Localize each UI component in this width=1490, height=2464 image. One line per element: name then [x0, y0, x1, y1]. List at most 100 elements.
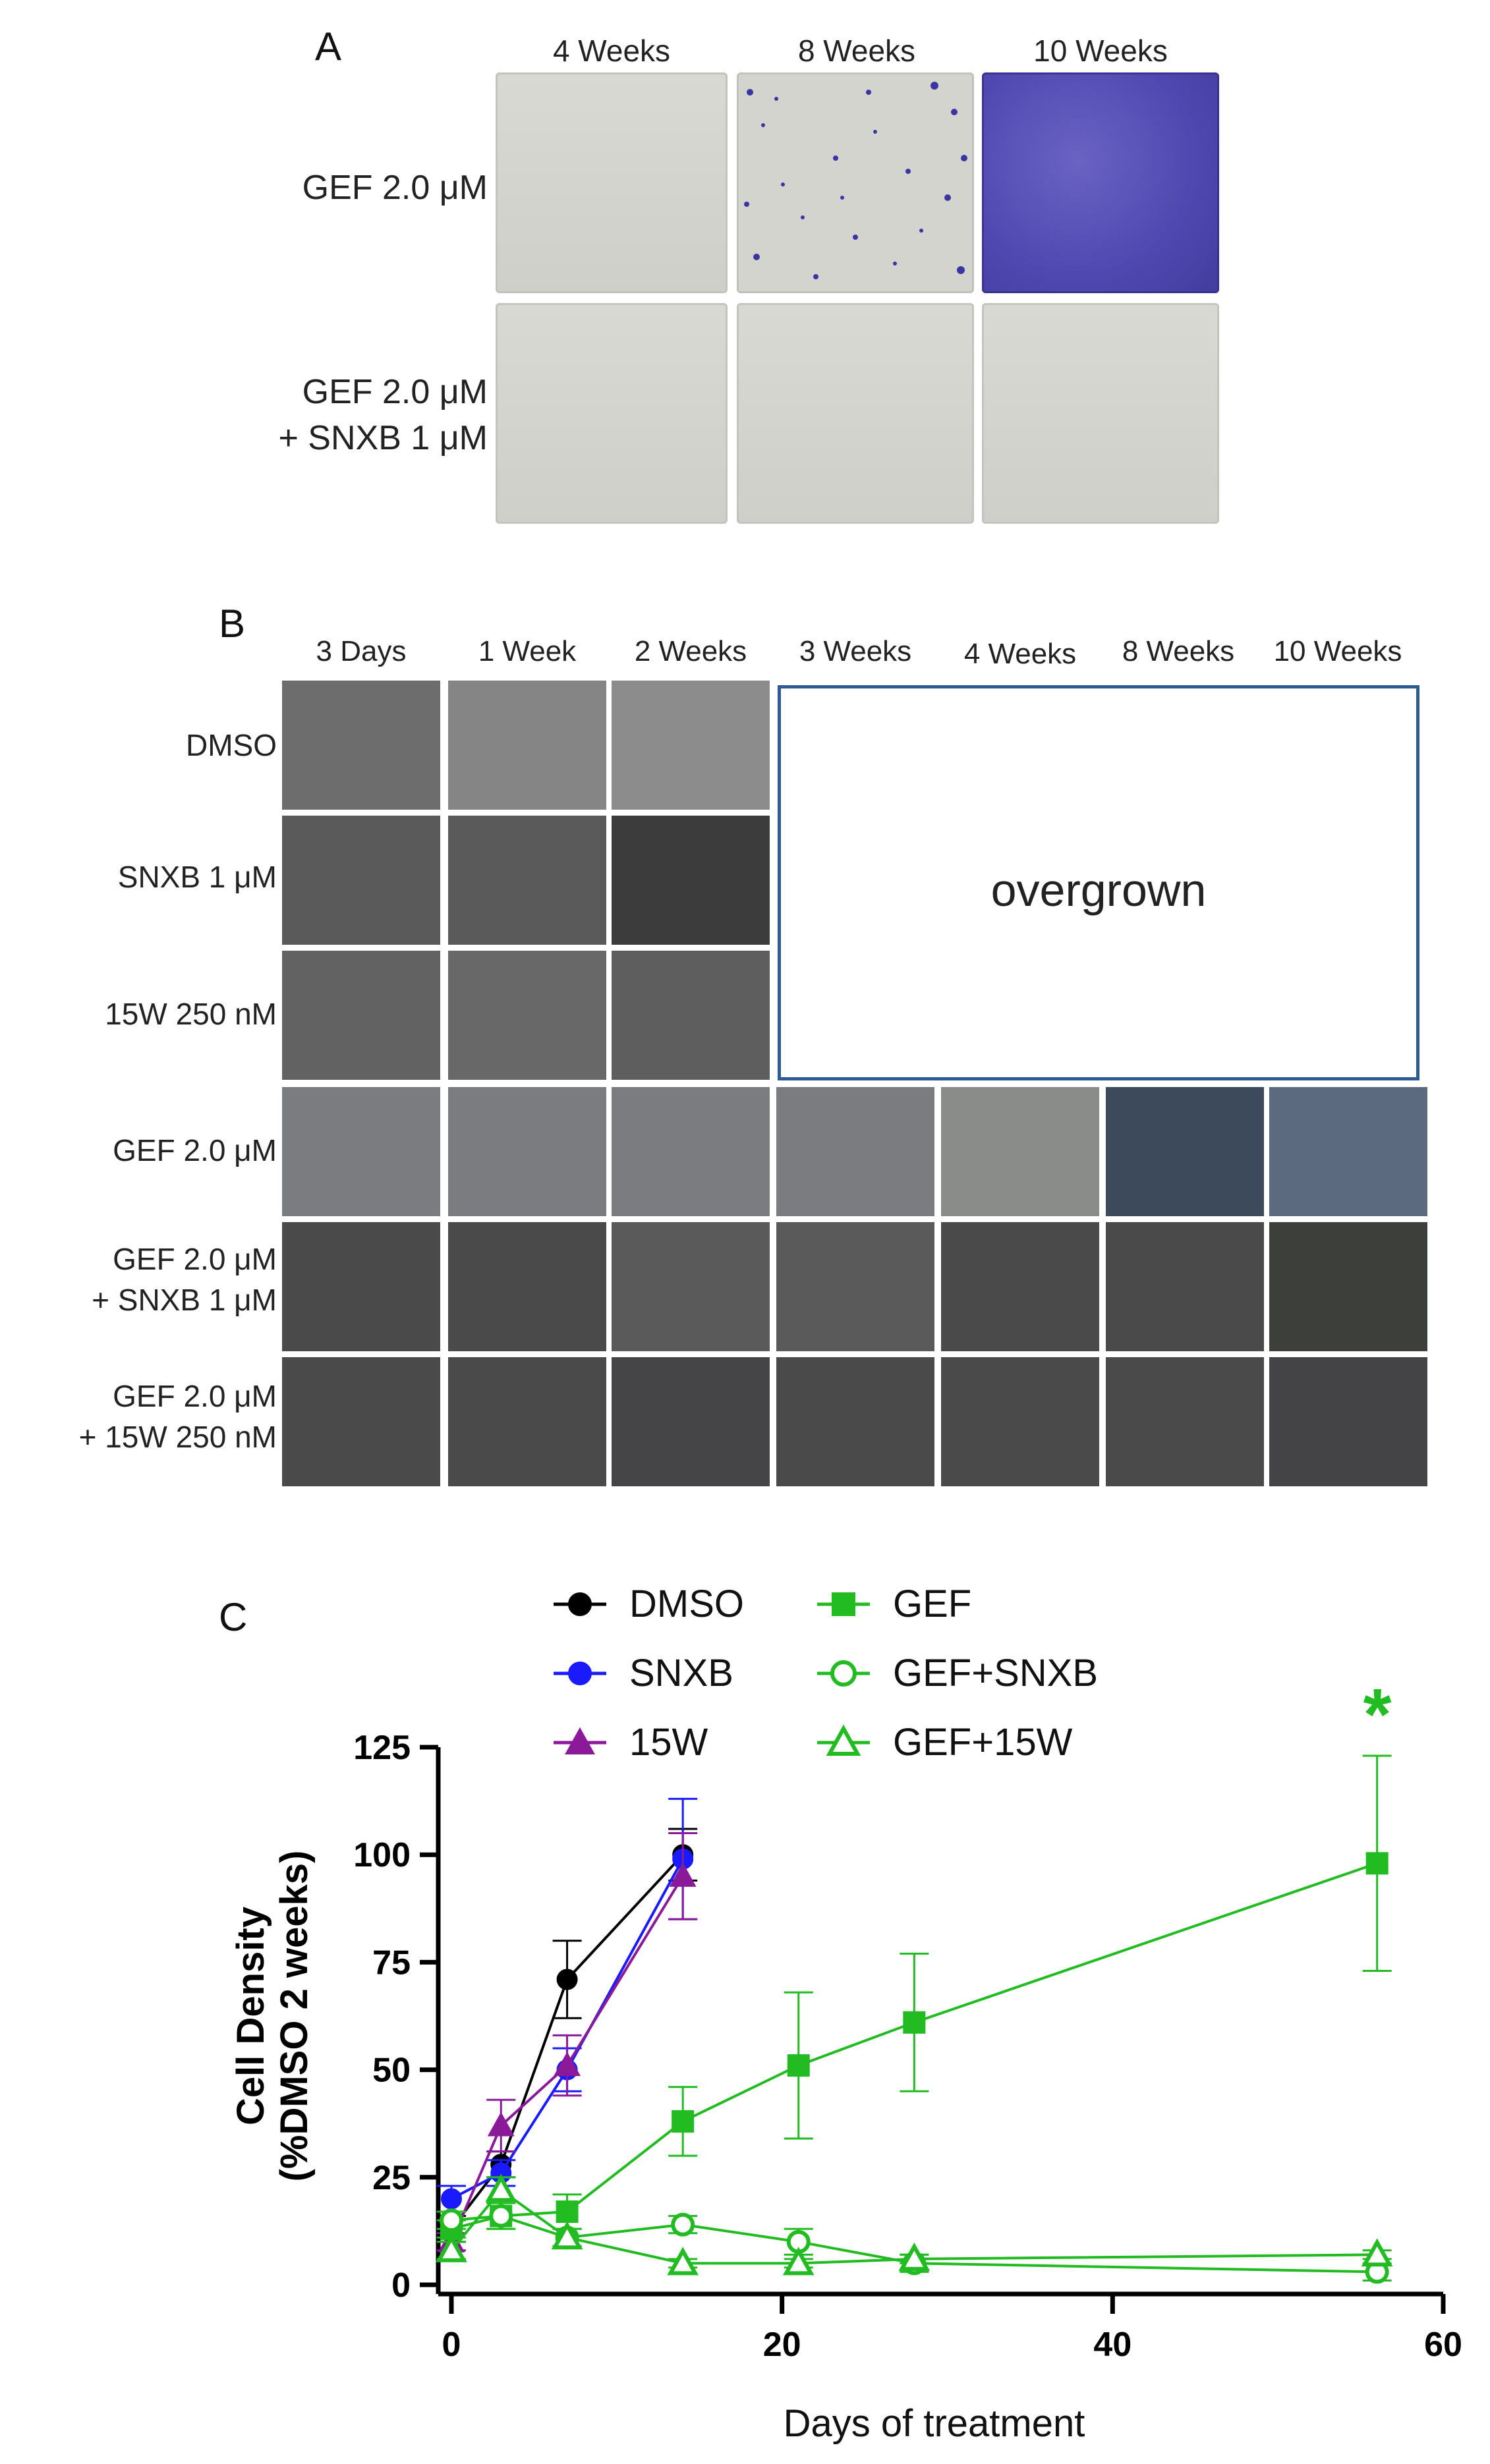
micrograph — [941, 1222, 1099, 1351]
panel-b-letter: B — [219, 602, 246, 646]
y-axis-label-line: Cell Density — [229, 1907, 272, 2125]
series-gef — [437, 1754, 1392, 2241]
data-point — [1361, 2238, 1393, 2267]
legend-marker — [568, 1662, 592, 1685]
legend-item: SNXB — [554, 1652, 733, 1694]
micrograph — [612, 816, 770, 945]
micrograph — [941, 1087, 1099, 1216]
panel-b-row-gef: GEF 2.0 μM — [40, 1130, 277, 1171]
y-axis-label-line: (%DMSO 2 weeks) — [273, 1851, 316, 2182]
data-point — [556, 1969, 578, 1990]
series-line — [450, 1853, 684, 2230]
chart-plot — [436, 1754, 1393, 2284]
legend-marker — [565, 1727, 595, 1754]
x-tick-label: 20 — [763, 2326, 801, 2364]
row-label-line: GEF 2.0 μM — [113, 1242, 277, 1276]
row-label-line: GEF 2.0 μM — [302, 169, 488, 207]
data-point — [441, 2188, 462, 2210]
x-tick-label: 60 — [1424, 2326, 1462, 2364]
panel-b-col-1week: 1 Week — [478, 635, 577, 667]
micrograph — [448, 1357, 606, 1486]
y-tick-label: 25 — [372, 2159, 411, 2197]
micrograph — [776, 1087, 934, 1216]
micrograph — [282, 951, 440, 1080]
data-point — [489, 2204, 513, 2228]
panel-b-col-10weeks: 10 Weeks — [1273, 635, 1402, 667]
micrograph — [1269, 1357, 1427, 1486]
micrograph — [282, 816, 440, 945]
legend-label: SNXB — [629, 1652, 733, 1694]
data-point — [672, 2110, 695, 2133]
overgrown-box: overgrown — [778, 685, 1419, 1080]
panel-b-col-8weeks: 8 Weeks — [1122, 635, 1235, 667]
series-15w — [437, 1832, 698, 2253]
x-tick-label: 40 — [1093, 2326, 1132, 2364]
row-label-line: SNXB 1 μM — [117, 860, 277, 894]
significance-star: * — [1363, 1674, 1392, 1755]
data-point — [485, 2173, 517, 2202]
panel-b-col-3days: 3 Days — [316, 635, 407, 667]
legend-item: 15W — [554, 1721, 708, 1764]
panel-b-row-gef-15w: GEF 2.0 μM + 15W 250 nM — [0, 1376, 277, 1457]
plate-gef-4w — [496, 72, 728, 293]
x-tick-label: 0 — [442, 2326, 461, 2364]
panel-a-row-gef-snxb: GEF 2.0 μM + SNXB 1 μM — [198, 369, 488, 461]
y-tick-label: 100 — [353, 1836, 411, 1874]
panel-b-col-3weeks: 3 Weeks — [799, 635, 912, 667]
legend-marker — [832, 1592, 855, 1616]
data-point — [782, 2247, 815, 2276]
series-line — [450, 1875, 684, 2243]
legend-label: GEF+SNXB — [893, 1652, 1098, 1694]
plate-gef-8w — [737, 72, 974, 293]
data-point — [554, 2052, 581, 2077]
plate-gef-snxb-10w — [982, 303, 1219, 524]
micrograph — [1106, 1222, 1264, 1351]
cell-density-chart: DMSO SNXB 15W GEF GEF+SNXB GEF+15W 0 25 50 75 100… — [229, 1582, 1462, 2445]
micrograph — [282, 1357, 440, 1486]
legend-item: GEF — [817, 1582, 971, 1625]
data-point — [903, 2011, 926, 2034]
micrograph — [448, 1222, 606, 1351]
micrograph — [612, 1357, 770, 1486]
micrograph — [448, 816, 606, 945]
legend-marker — [830, 1660, 857, 1687]
micrograph — [1106, 1087, 1264, 1216]
legend-item: GEF+SNXB — [817, 1652, 1098, 1694]
micrograph — [448, 681, 606, 810]
panel-a-row-gef: GEF 2.0 μM — [198, 165, 488, 211]
y-axis-label: Cell Density (%DMSO 2 weeks) — [229, 1851, 316, 2182]
data-point — [669, 1862, 697, 1887]
plate-gef-10w — [982, 72, 1219, 293]
micrograph — [448, 1087, 606, 1216]
chart-axes: 0 25 50 75 100 125 0 20 40 60 Days of treatment Cel… — [229, 1729, 1462, 2445]
micrograph — [282, 1222, 440, 1351]
micrograph — [941, 1357, 1099, 1486]
legend-label: GEF — [893, 1582, 971, 1625]
row-label-line: + SNXB 1 μM — [92, 1283, 277, 1318]
data-point — [898, 2242, 931, 2271]
data-point — [551, 2221, 583, 2250]
panel-b-row-dmso: DMSO — [40, 725, 277, 766]
micrograph — [282, 681, 440, 810]
micrograph — [1269, 1087, 1427, 1216]
panel-a-col-8weeks: 8 Weeks — [797, 34, 916, 68]
micrograph — [282, 1087, 440, 1216]
micrograph — [1106, 1357, 1264, 1486]
row-label-line: + 15W 250 nM — [78, 1420, 277, 1455]
legend-item: DMSO — [554, 1582, 744, 1625]
data-point — [1365, 1852, 1389, 1875]
micrograph — [612, 681, 770, 810]
data-point — [667, 2247, 699, 2276]
data-point — [487, 2112, 515, 2137]
panel-a-col-4weeks: 4 Weeks — [552, 34, 671, 68]
data-point — [671, 2212, 695, 2237]
micrograph — [1269, 1222, 1427, 1351]
series-gef-15w — [436, 2173, 1393, 2276]
colony-speckles — [744, 82, 967, 279]
y-tick-label: 0 — [391, 2266, 411, 2305]
legend-label: GEF+15W — [893, 1721, 1073, 1764]
chart-legend: DMSO SNXB 15W GEF GEF+SNXB GEF+15W — [554, 1582, 1098, 1764]
legend-marker — [568, 1592, 592, 1616]
data-point — [436, 2233, 467, 2262]
micrograph — [612, 1087, 770, 1216]
